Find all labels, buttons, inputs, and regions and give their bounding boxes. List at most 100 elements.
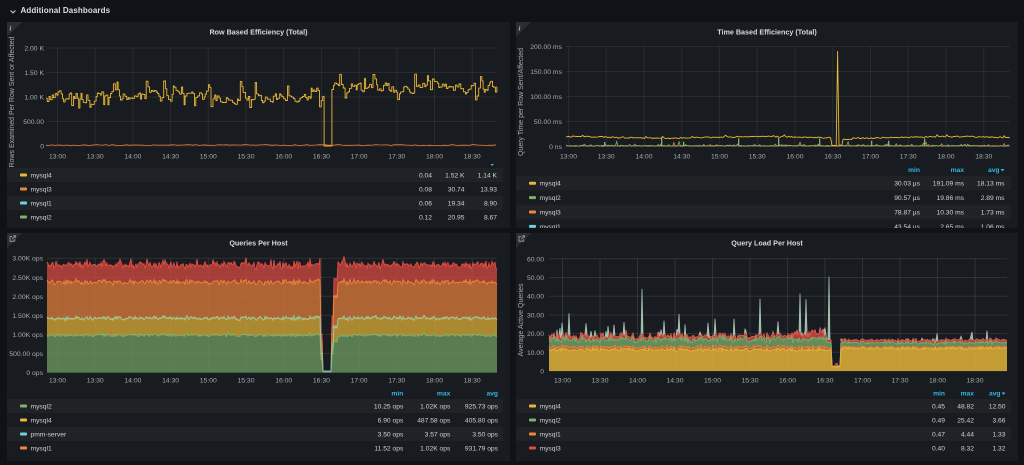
svg-text:avg: avg (989, 391, 1001, 398)
svg-text:mysql2: mysql2 (540, 195, 561, 202)
svg-text:8.32: 8.32 (961, 446, 974, 453)
svg-text:13:30: 13:30 (87, 154, 104, 161)
svg-text:15:00: 15:00 (200, 154, 217, 161)
svg-text:15:00: 15:00 (704, 378, 721, 385)
svg-text:mysql3: mysql3 (540, 210, 561, 217)
svg-text:17:00: 17:00 (351, 154, 368, 161)
svg-text:13:00: 13:00 (49, 154, 66, 161)
svg-text:30.00: 30.00 (527, 312, 544, 319)
svg-text:20.00: 20.00 (527, 331, 544, 338)
svg-text:1.50K ops: 1.50K ops (12, 313, 43, 320)
svg-text:17:30: 17:30 (388, 378, 405, 385)
svg-text:14:00: 14:00 (629, 378, 646, 385)
svg-text:16:30: 16:30 (313, 154, 330, 161)
svg-text:avg: avg (988, 167, 1000, 174)
svg-text:20.95: 20.95 (448, 215, 465, 222)
svg-text:Rows Examined Per Row Sent or: Rows Examined Per Row Sent or Affected (9, 36, 16, 167)
svg-text:48.82: 48.82 (957, 404, 974, 411)
svg-text:18:30: 18:30 (975, 154, 992, 161)
svg-text:100.00 ms: 100.00 ms (530, 94, 562, 101)
svg-text:2.50K ops: 2.50K ops (12, 275, 43, 282)
svg-text:150.00 ms: 150.00 ms (530, 69, 562, 76)
svg-text:500.00 ops: 500.00 ops (9, 351, 43, 358)
svg-text:200.00 ms: 200.00 ms (530, 44, 562, 51)
svg-text:mysql2: mysql2 (31, 215, 52, 222)
svg-text:0.49: 0.49 (932, 418, 945, 425)
svg-text:0.08: 0.08 (419, 187, 432, 194)
svg-text:11.52 ops: 11.52 ops (374, 446, 404, 453)
svg-text:13:00: 13:00 (49, 378, 66, 385)
svg-text:0: 0 (40, 144, 44, 151)
svg-text:min: min (908, 167, 920, 174)
svg-text:1.50 K: 1.50 K (24, 70, 44, 77)
svg-text:14:30: 14:30 (162, 154, 179, 161)
svg-text:i: i (10, 26, 12, 33)
svg-text:1.33: 1.33 (992, 432, 1005, 439)
svg-text:0.40: 0.40 (932, 446, 945, 453)
svg-text:max: max (951, 167, 965, 174)
svg-text:mysql4: mysql4 (540, 404, 561, 411)
svg-text:40.00: 40.00 (527, 294, 544, 301)
svg-text:1.52 K: 1.52 K (445, 173, 465, 180)
svg-text:mysql1: mysql1 (540, 224, 561, 228)
svg-text:3.50 ops: 3.50 ops (472, 432, 498, 439)
svg-text:17:00: 17:00 (351, 378, 368, 385)
svg-text:1.02K ops: 1.02K ops (420, 404, 451, 411)
svg-text:mysql1: mysql1 (31, 446, 52, 453)
svg-text:15:30: 15:30 (237, 378, 254, 385)
svg-text:max: max (961, 391, 975, 398)
svg-text:191.09 ms: 191.09 ms (933, 181, 965, 188)
svg-text:0 ns: 0 ns (549, 144, 562, 151)
svg-text:16:00: 16:00 (786, 154, 803, 161)
svg-text:60.00: 60.00 (527, 256, 544, 263)
svg-text:15:00: 15:00 (711, 154, 728, 161)
svg-text:18:00: 18:00 (929, 378, 946, 385)
svg-text:0.12: 0.12 (419, 215, 432, 222)
svg-text:16:00: 16:00 (275, 154, 292, 161)
svg-text:Queries Per Host: Queries Per Host (229, 239, 288, 248)
svg-text:25.42: 25.42 (957, 418, 974, 425)
svg-text:931.79 ops: 931.79 ops (465, 446, 499, 453)
svg-text:mysql3: mysql3 (540, 446, 561, 453)
svg-text:8.90: 8.90 (484, 201, 497, 208)
svg-text:mysql1: mysql1 (31, 201, 52, 208)
svg-text:50.00 ms: 50.00 ms (534, 119, 563, 126)
svg-text:18:00: 18:00 (426, 154, 443, 161)
svg-text:min: min (391, 391, 403, 398)
svg-text:13:30: 13:30 (87, 378, 104, 385)
svg-text:17:00: 17:00 (854, 378, 871, 385)
svg-text:0 ops: 0 ops (26, 370, 43, 377)
svg-text:3.57 ops: 3.57 ops (425, 432, 451, 439)
svg-text:15:30: 15:30 (749, 154, 766, 161)
svg-text:2.89 ms: 2.89 ms (981, 195, 1005, 202)
svg-text:6.90 ops: 6.90 ops (378, 418, 404, 425)
svg-text:14:30: 14:30 (666, 378, 683, 385)
svg-text:mysql1: mysql1 (540, 432, 561, 439)
svg-text:18:00: 18:00 (937, 154, 954, 161)
svg-text:50.00: 50.00 (527, 275, 544, 282)
svg-text:1.00 K: 1.00 K (24, 95, 44, 102)
svg-text:30.03 µs: 30.03 µs (894, 181, 920, 188)
svg-text:12.50: 12.50 (989, 404, 1006, 411)
svg-text:14:30: 14:30 (162, 378, 179, 385)
svg-text:0.47: 0.47 (932, 432, 945, 439)
svg-text:15:30: 15:30 (237, 154, 254, 161)
svg-text:mysql2: mysql2 (540, 418, 561, 425)
svg-text:18:00: 18:00 (426, 378, 443, 385)
svg-text:Query Time per Row Sent/Affect: Query Time per Row Sent/Affected (518, 48, 525, 156)
svg-text:15:00: 15:00 (200, 378, 217, 385)
svg-text:14:30: 14:30 (673, 154, 690, 161)
svg-text:19.34: 19.34 (448, 201, 465, 208)
svg-text:13:00: 13:00 (554, 378, 571, 385)
svg-text:17:30: 17:30 (900, 154, 917, 161)
svg-text:0.06: 0.06 (419, 201, 432, 208)
svg-text:1.14 K: 1.14 K (478, 173, 498, 180)
svg-text:mysql4: mysql4 (540, 181, 561, 188)
svg-text:0.45: 0.45 (932, 404, 945, 411)
svg-text:10.30 ms: 10.30 ms (936, 210, 964, 217)
svg-text:10.25 ops: 10.25 ops (374, 404, 404, 411)
svg-text:487.58 ops: 487.58 ops (417, 418, 451, 425)
svg-text:500.00: 500.00 (23, 119, 44, 126)
svg-text:Time Based Efficiency (Total): Time Based Efficiency (Total) (717, 28, 817, 37)
svg-text:3.00K ops: 3.00K ops (12, 256, 43, 263)
